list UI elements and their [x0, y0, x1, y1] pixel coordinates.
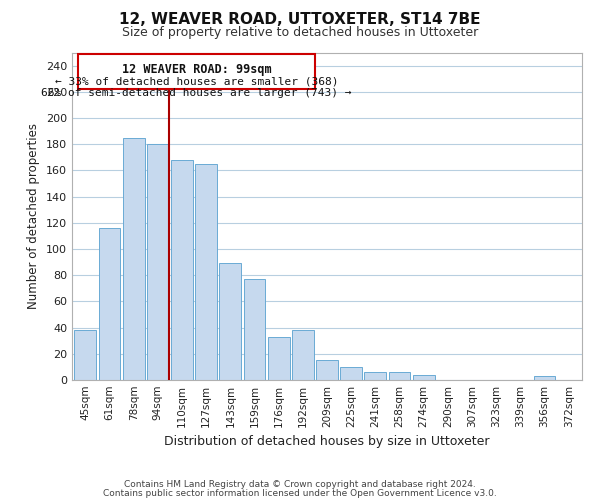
FancyBboxPatch shape: [78, 54, 315, 89]
Bar: [292, 330, 314, 380]
Text: 66% of semi-detached houses are larger (743) →: 66% of semi-detached houses are larger (…: [41, 88, 352, 98]
Bar: [220, 264, 241, 380]
Bar: [413, 375, 434, 380]
Bar: [316, 360, 338, 380]
Text: Contains public sector information licensed under the Open Government Licence v3: Contains public sector information licen…: [103, 489, 497, 498]
Text: 12, WEAVER ROAD, UTTOXETER, ST14 7BE: 12, WEAVER ROAD, UTTOXETER, ST14 7BE: [119, 12, 481, 28]
Text: Contains HM Land Registry data © Crown copyright and database right 2024.: Contains HM Land Registry data © Crown c…: [124, 480, 476, 489]
Y-axis label: Number of detached properties: Number of detached properties: [28, 123, 40, 309]
Bar: [171, 160, 193, 380]
Bar: [268, 337, 290, 380]
Bar: [364, 372, 386, 380]
X-axis label: Distribution of detached houses by size in Uttoxeter: Distribution of detached houses by size …: [164, 436, 490, 448]
Bar: [533, 376, 556, 380]
Bar: [147, 144, 169, 380]
Text: 12 WEAVER ROAD: 99sqm: 12 WEAVER ROAD: 99sqm: [122, 63, 271, 76]
Text: ← 33% of detached houses are smaller (368): ← 33% of detached houses are smaller (36…: [55, 76, 338, 86]
Bar: [195, 164, 217, 380]
Bar: [389, 372, 410, 380]
Bar: [244, 279, 265, 380]
Bar: [340, 367, 362, 380]
Bar: [74, 330, 96, 380]
Bar: [98, 228, 121, 380]
Bar: [123, 138, 145, 380]
Text: Size of property relative to detached houses in Uttoxeter: Size of property relative to detached ho…: [122, 26, 478, 39]
